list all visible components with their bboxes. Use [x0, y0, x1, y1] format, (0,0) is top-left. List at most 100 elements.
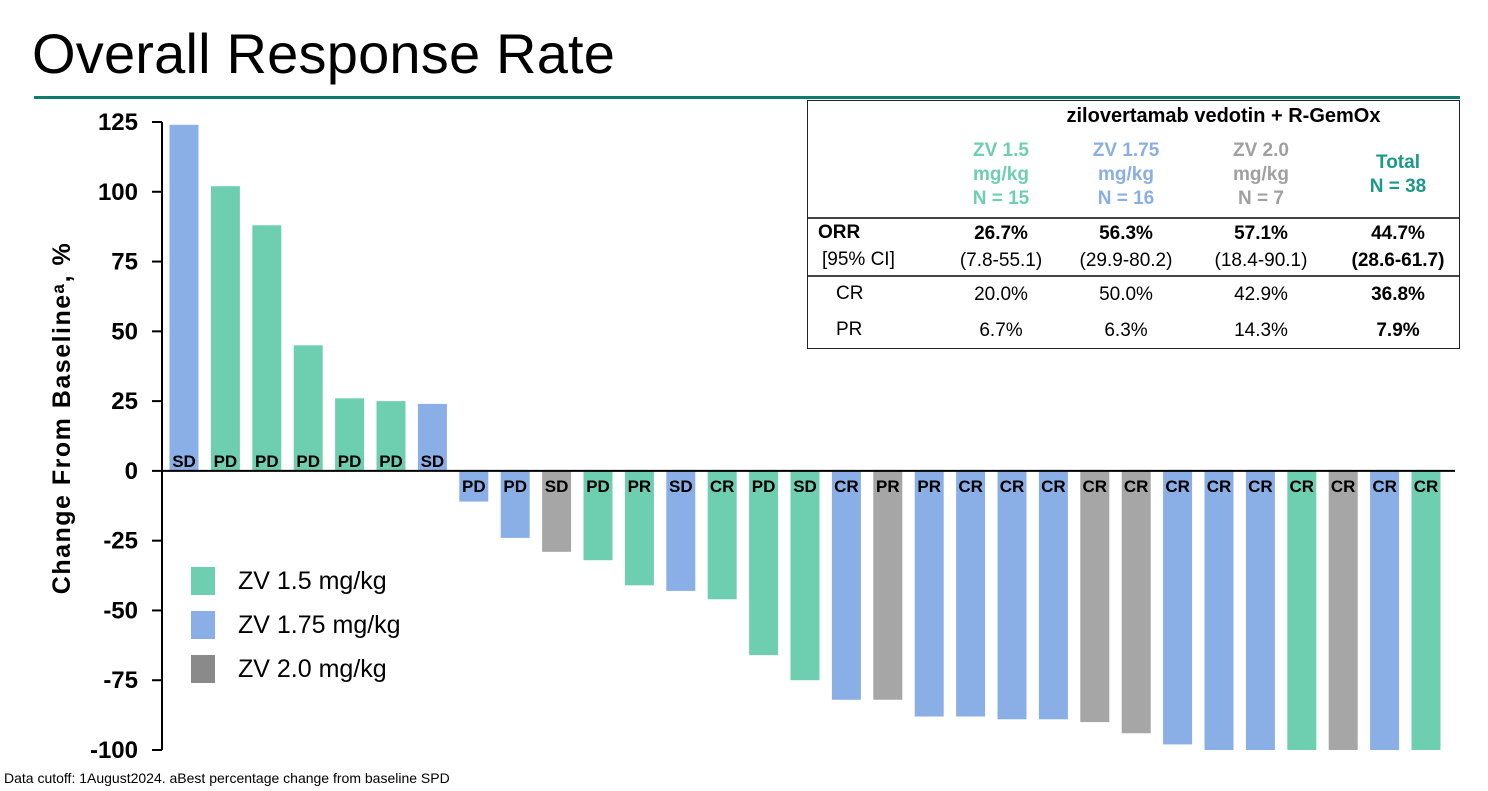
- legend-label: ZV 1.75 mg/kg: [238, 611, 401, 639]
- footnote: Data cutoff: 1August2024. aBest percenta…: [4, 770, 450, 786]
- legend-label: ZV 2.0 mg/kg: [238, 655, 387, 683]
- bar: [542, 470, 572, 552]
- bar-response-label: CR: [1165, 477, 1190, 496]
- pr-value: 7.9%: [1376, 320, 1420, 341]
- bar-response-label: SD: [793, 477, 817, 496]
- bar: [459, 470, 489, 502]
- bar-response-label: SD: [669, 477, 693, 496]
- table-divider: [808, 275, 1459, 277]
- bar: [1038, 470, 1068, 720]
- bar: [1163, 470, 1193, 745]
- ci-value: (28.6-61.7): [1351, 250, 1445, 271]
- bar-response-label: PD: [462, 477, 486, 496]
- bar: [1411, 470, 1441, 750]
- bar-response-label: PD: [586, 477, 610, 496]
- bar: [417, 403, 447, 471]
- title-divider: [34, 96, 1460, 99]
- legend-label: ZV 1.5 mg/kg: [238, 567, 387, 595]
- bar: [376, 401, 406, 471]
- bar-response-label: SD: [172, 452, 196, 471]
- bar-response-label: CR: [710, 477, 735, 496]
- y-tick-label: 75: [111, 249, 138, 276]
- bar-response-label: CR: [1083, 477, 1108, 496]
- bar: [1204, 470, 1234, 750]
- y-tick-label: 100: [98, 179, 138, 206]
- table-divider: [808, 217, 1459, 219]
- bar-response-label: CR: [1041, 477, 1066, 496]
- legend-swatch: [191, 655, 215, 683]
- y-tick-label: 125: [98, 109, 138, 136]
- table-header: zilovertamab vedotin + R-GemOx: [1066, 105, 1381, 127]
- bar: [831, 470, 861, 700]
- bar: [293, 345, 323, 471]
- bar-response-label: PD: [338, 452, 362, 471]
- bar-response-label: PD: [255, 452, 279, 471]
- bar-response-label: PD: [752, 477, 776, 496]
- bar: [666, 470, 696, 591]
- orr-value: 44.7%: [1371, 223, 1425, 244]
- orr-value: 57.1%: [1234, 223, 1288, 244]
- bar: [873, 470, 903, 700]
- bar: [335, 398, 365, 471]
- bar: [1287, 470, 1317, 750]
- bar-response-label: CR: [958, 477, 983, 496]
- row-label-pr: PR: [836, 319, 863, 340]
- bar-response-label: CR: [1248, 477, 1273, 496]
- bar: [1121, 470, 1151, 734]
- orr-value: 56.3%: [1099, 223, 1153, 244]
- ci-value: (7.8-55.1): [959, 250, 1043, 271]
- bar: [1245, 470, 1275, 750]
- cr-value: 50.0%: [1099, 284, 1153, 305]
- bar-response-label: CR: [1290, 477, 1315, 496]
- bar: [169, 124, 199, 471]
- bar-response-label: PD: [296, 452, 320, 471]
- bar: [956, 470, 986, 717]
- row-label-cr: CR: [836, 283, 864, 304]
- bar: [790, 470, 820, 681]
- bar: [210, 186, 240, 471]
- orr-summary-table: zilovertamab vedotin + R-GemOx ZV 1.5 mg/…: [807, 100, 1460, 349]
- bar: [500, 470, 530, 538]
- bar-response-label: PD: [214, 452, 238, 471]
- bar: [914, 470, 944, 717]
- y-tick-label: -100: [90, 737, 138, 764]
- y-axis-title: Change From Baselineᵃ, %: [48, 242, 76, 594]
- row-label-ci: [95% CI]: [822, 249, 895, 270]
- y-tick-label: 0: [125, 458, 138, 485]
- col-header-zv20: ZV 2.0 mg/kg N = 7: [1233, 140, 1289, 209]
- row-label-orr: ORR: [818, 222, 861, 243]
- bar-response-label: CR: [1000, 477, 1025, 496]
- col-header-total: Total N = 38: [1369, 152, 1427, 197]
- bar-response-label: PR: [876, 477, 900, 496]
- y-tick-label: -25: [103, 528, 138, 555]
- y-tick-label: 25: [111, 388, 138, 415]
- bar: [1080, 470, 1110, 723]
- y-tick-label: -50: [103, 597, 138, 624]
- bar-response-label: PD: [379, 452, 403, 471]
- bar: [1370, 470, 1400, 750]
- bar: [1328, 470, 1358, 750]
- pr-value: 6.7%: [979, 320, 1023, 341]
- bar: [707, 470, 737, 600]
- bar-response-label: CR: [834, 477, 859, 496]
- bar: [749, 470, 779, 656]
- cr-value: 20.0%: [974, 284, 1028, 305]
- page-title: Overall Response Rate: [32, 22, 616, 85]
- bar-response-label: SD: [545, 477, 569, 496]
- pr-value: 14.3%: [1234, 320, 1288, 341]
- ci-value: (18.4-90.1): [1214, 250, 1308, 271]
- bar-response-label: CR: [1414, 477, 1439, 496]
- bar-response-label: CR: [1207, 477, 1232, 496]
- bar-response-label: PR: [917, 477, 941, 496]
- col-header-zv175: ZV 1.75 mg/kg N = 16: [1092, 140, 1160, 209]
- bar-response-label: CR: [1331, 477, 1356, 496]
- ci-value: (29.9-80.2): [1079, 250, 1173, 271]
- bar: [997, 470, 1027, 720]
- legend-swatch: [191, 611, 215, 639]
- bar-response-label: PR: [628, 477, 652, 496]
- pr-value: 6.3%: [1104, 320, 1148, 341]
- bar: [252, 225, 282, 471]
- y-tick-label: -75: [103, 667, 138, 694]
- legend-swatch: [191, 567, 215, 595]
